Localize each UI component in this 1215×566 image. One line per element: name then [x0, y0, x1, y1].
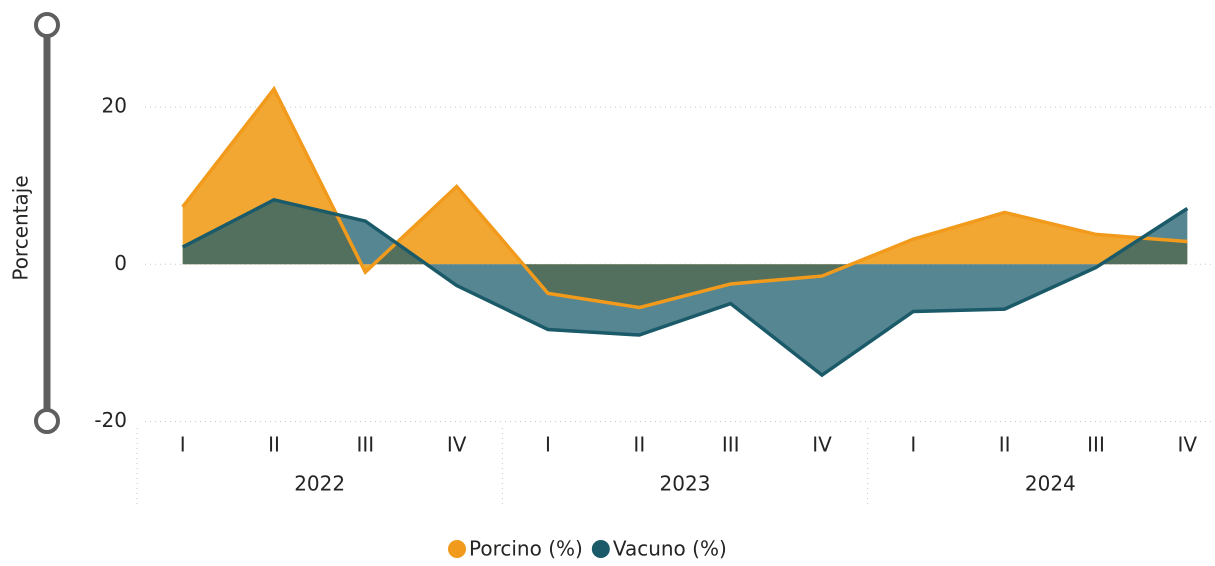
line: [181, 85, 1188, 310]
y-axis-label: Porcentaje: [9, 175, 33, 280]
slider-handle[interactable]: [34, 12, 60, 38]
x-tick-label: IV: [447, 433, 467, 457]
x-tick-label: IV: [812, 433, 832, 457]
x-tick-label: I: [180, 433, 186, 457]
legend-marker: [591, 540, 610, 558]
y-tick-label: 0: [114, 251, 127, 275]
x-tick-label: IV: [1178, 433, 1198, 457]
x-tick-label: II: [633, 433, 645, 457]
zoom-slider[interactable]: [34, 12, 60, 434]
line: [181, 197, 1189, 378]
legend: Porcino (%) Vacuno (%): [448, 537, 727, 561]
y-tick-label: 20: [102, 94, 127, 118]
legend-label: Porcino (%): [469, 537, 583, 561]
x-tick-label: III: [356, 433, 374, 457]
legend-label: Vacuno (%): [613, 537, 727, 561]
x-group-label: 2023: [660, 472, 711, 496]
x-tick-label: II: [268, 433, 280, 457]
x-tick-label: I: [545, 433, 551, 457]
x-tick-label: I: [910, 433, 916, 457]
x-tick-label: II: [999, 433, 1011, 457]
x-group-label: 2024: [1025, 472, 1076, 496]
slider-handle[interactable]: [34, 408, 60, 434]
x-tick-label: III: [722, 433, 740, 457]
legend-marker: [448, 540, 466, 558]
area: [182, 89, 1188, 308]
area: [182, 199, 1188, 376]
x-tick-label: III: [1087, 433, 1105, 457]
y-tick-label: -20: [94, 408, 127, 432]
x-group-label: 2022: [294, 472, 345, 496]
